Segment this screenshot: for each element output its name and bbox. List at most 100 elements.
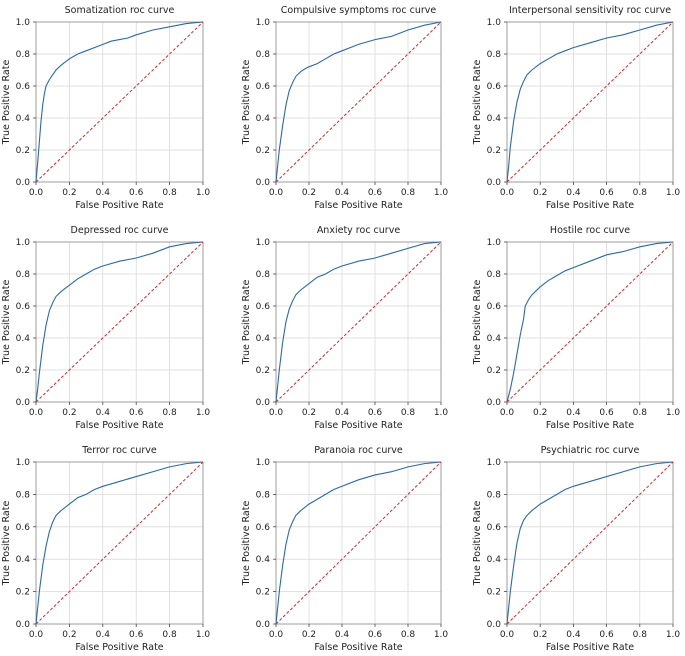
x-tick-label: 0.2 xyxy=(62,630,76,640)
y-axis-label: True Positive Rate xyxy=(1,280,12,366)
x-tick-label: 1.0 xyxy=(434,188,449,198)
y-tick-label: 0.2 xyxy=(256,366,270,376)
x-tick-label: 0.6 xyxy=(129,188,144,198)
y-axis-label: True Positive Rate xyxy=(472,501,483,587)
plot-title: Compulsive symptoms roc curve xyxy=(281,5,437,16)
y-tick-label: 1.0 xyxy=(487,458,502,468)
chance-diagonal-line xyxy=(36,242,203,402)
x-tick-label: 0.0 xyxy=(269,188,284,198)
roc-subplot: 0.0 0.2 0.4 0.6 0.8 1.00.00.20.40.60.81.0Psyc… xyxy=(472,445,680,653)
x-tick-label: 0.8 xyxy=(162,630,177,640)
y-tick-label: 0.4 xyxy=(256,334,271,344)
y-tick-label: 1.0 xyxy=(256,458,271,468)
x-tick-label: 0.0 xyxy=(29,408,44,418)
x-tick-label: 0.8 xyxy=(633,630,648,640)
x-tick-label: 1.0 xyxy=(666,630,681,640)
chance-diagonal-line xyxy=(507,22,673,182)
y-tick-label: 1.0 xyxy=(16,458,31,468)
x-tick-label: 0.4 xyxy=(335,408,350,418)
plot-title: Hostile roc curve xyxy=(550,225,630,236)
y-tick-label: 0.0 xyxy=(487,620,502,630)
y-axis-label: True Positive Rate xyxy=(241,501,252,587)
x-tick-label: 0.4 xyxy=(566,188,581,198)
y-tick-label: 0.4 xyxy=(16,334,31,344)
roc-subplot: 0.0 0.2 0.4 0.6 0.8 1.00.00.20.40.60.81.0Terr… xyxy=(1,445,210,653)
x-tick-label: 0.6 xyxy=(599,188,614,198)
x-axis-label: False Positive Rate xyxy=(314,200,402,211)
x-tick-label: 0.6 xyxy=(129,630,144,640)
x-tick-label: 0.2 xyxy=(302,188,316,198)
y-tick-label: 1.0 xyxy=(487,18,502,28)
chance-diagonal-line xyxy=(507,242,673,402)
x-tick-label: 0.8 xyxy=(401,630,416,640)
x-tick-label: 0.0 xyxy=(29,630,44,640)
x-tick-label: 1.0 xyxy=(196,188,211,198)
y-tick-label: 0.0 xyxy=(16,178,31,188)
x-tick-label: 0.8 xyxy=(633,188,648,198)
x-axis-label: False Positive Rate xyxy=(546,200,634,211)
y-axis-label: True Positive Rate xyxy=(241,60,252,146)
plot-title: Terror roc curve xyxy=(81,445,157,456)
x-tick-label: 0.2 xyxy=(533,408,547,418)
x-tick-label: 1.0 xyxy=(434,408,449,418)
y-tick-label: 0.2 xyxy=(487,366,501,376)
x-axis-label: False Positive Rate xyxy=(314,420,402,431)
y-axis-label: True Positive Rate xyxy=(472,280,483,366)
y-axis-label: True Positive Rate xyxy=(1,60,12,146)
roc-subplot: 0.0 0.2 0.4 0.6 0.8 1.0 0.0 0.2 0.4 0.6 0.8 1.0 Anxi… xyxy=(241,225,448,431)
x-tick-label: 0.2 xyxy=(302,630,316,640)
x-axis-label: False Positive Rate xyxy=(546,642,634,653)
chance-diagonal-line xyxy=(36,22,203,182)
y-axis-label: True Positive Rate xyxy=(1,501,12,587)
x-tick-label: 0.8 xyxy=(633,408,648,418)
x-tick-label: 0.6 xyxy=(368,630,383,640)
x-axis-label: False Positive Rate xyxy=(75,642,163,653)
x-tick-label: 0.8 xyxy=(401,408,416,418)
y-tick-label: 0.8 xyxy=(16,270,31,280)
chance-diagonal-line xyxy=(276,462,441,624)
y-tick-label: 1.0 xyxy=(16,18,31,28)
y-tick-label: 0.4 xyxy=(256,555,271,565)
x-tick-label: 0.0 xyxy=(29,188,44,198)
y-tick-label: 0.0 xyxy=(487,398,502,408)
x-tick-label: 0.0 xyxy=(269,408,284,418)
y-tick-label: 0.4 xyxy=(487,114,502,124)
plot-title: Interpersonal sensitivity roc curve xyxy=(509,5,671,16)
y-tick-label: 0.4 xyxy=(487,334,502,344)
y-tick-label: 0.4 xyxy=(16,114,31,124)
y-tick-label: 0.8 xyxy=(256,270,271,280)
x-tick-label: 0.0 xyxy=(269,630,284,640)
x-tick-label: 0.4 xyxy=(96,188,111,198)
y-tick-label: 0.8 xyxy=(487,270,502,280)
chance-diagonal-line xyxy=(276,242,441,402)
y-tick-label: 0.6 xyxy=(487,302,502,312)
y-axis-label: True Positive Rate xyxy=(472,60,483,146)
x-tick-label: 0.6 xyxy=(368,188,383,198)
y-tick-label: 0.6 xyxy=(16,302,31,312)
x-tick-label: 0.2 xyxy=(533,188,547,198)
x-tick-label: 0.4 xyxy=(96,408,111,418)
x-tick-label: 1.0 xyxy=(666,408,681,418)
roc-subplot: 0.0 0.2 0.4 0.6 0.8 1.00.00.20.40.60.81.0Comp… xyxy=(241,5,448,211)
y-tick-label: 0.2 xyxy=(16,588,30,598)
x-tick-label: 0.8 xyxy=(162,188,177,198)
x-tick-label: 0.6 xyxy=(129,408,144,418)
x-tick-label: 0.4 xyxy=(566,630,581,640)
y-tick-label: 0.2 xyxy=(16,366,30,376)
y-tick-label: 0.6 xyxy=(487,82,502,92)
x-tick-label: 0.4 xyxy=(335,630,350,640)
y-tick-label: 0.0 xyxy=(16,620,31,630)
y-tick-label: 0.2 xyxy=(16,146,30,156)
y-tick-label: 0.4 xyxy=(256,114,271,124)
y-tick-label: 0.8 xyxy=(256,50,271,60)
roc-subplot: 0.0 0.2 0.4 0.6 0.8 1.00.00.20.40.60.81.0Depr… xyxy=(1,225,210,431)
x-tick-label: 0.2 xyxy=(533,630,547,640)
y-tick-label: 0.4 xyxy=(487,555,502,565)
x-tick-label: 0.6 xyxy=(599,630,614,640)
y-tick-label: 0.8 xyxy=(16,50,31,60)
y-tick-label: 0.0 xyxy=(256,620,271,630)
roc-subplot: 0.0 0.2 0.4 0.6 0.8 1.0 0.0 0.2 0.4 0.6 0.8 1.0 Host… xyxy=(472,225,680,431)
roc-subplot: 0.0 0.2 0.4 0.6 0.8 1.00.00.20.40.60.81.0Soma… xyxy=(1,5,210,211)
plot-title: Psychiatric roc curve xyxy=(541,445,640,456)
y-tick-label: 0.0 xyxy=(256,178,271,188)
